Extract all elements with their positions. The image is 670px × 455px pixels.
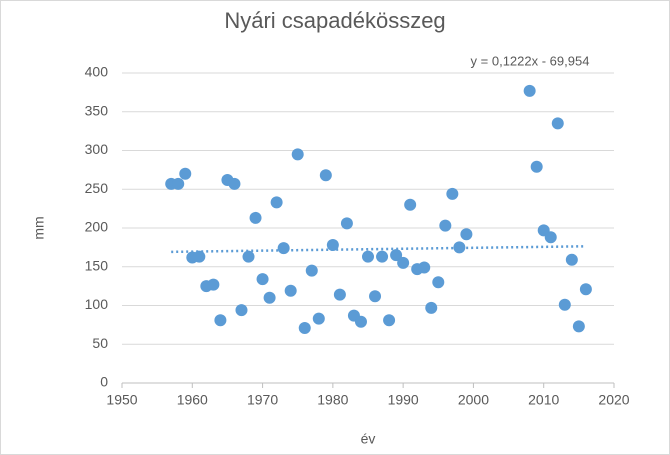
point <box>572 320 585 333</box>
point <box>312 312 325 325</box>
point <box>544 231 557 244</box>
point <box>446 187 459 200</box>
point <box>579 283 592 296</box>
point <box>305 264 318 277</box>
x-tick-label: 2010 <box>528 392 559 408</box>
point <box>333 288 346 301</box>
y-tick-label: 50 <box>92 335 108 351</box>
point <box>354 315 367 328</box>
chart-title: Nyári csapadékösszeg <box>224 8 445 33</box>
x-axis-label: év <box>361 431 376 447</box>
point <box>565 253 578 266</box>
point <box>558 298 571 311</box>
point <box>263 291 276 304</box>
point <box>298 321 311 334</box>
trendline <box>171 245 586 254</box>
x-tick-label: 1970 <box>247 392 278 408</box>
trendline-label: y = 0,1222x - 69,954 <box>471 53 590 68</box>
point <box>284 284 297 297</box>
point <box>249 211 262 224</box>
point <box>397 256 410 269</box>
point <box>179 167 192 180</box>
x-tick-label: 1990 <box>388 392 419 408</box>
point <box>551 117 564 130</box>
point <box>319 169 332 182</box>
y-tick-label: 0 <box>100 374 108 390</box>
point <box>418 261 431 274</box>
point <box>228 177 241 190</box>
x-tick-label: 2000 <box>458 392 489 408</box>
y-tick-label: 200 <box>85 219 109 235</box>
point <box>340 217 353 230</box>
point <box>362 250 374 263</box>
point <box>277 242 290 255</box>
point <box>207 278 220 291</box>
point <box>291 148 304 161</box>
point <box>432 276 445 289</box>
y-tick-label: 400 <box>85 64 109 80</box>
y-tick-label: 150 <box>85 257 109 273</box>
point <box>369 290 382 303</box>
point <box>172 177 185 190</box>
point <box>390 249 403 262</box>
x-tick-label: 1950 <box>106 392 137 408</box>
x-tick-label: 1960 <box>177 392 208 408</box>
point <box>326 239 339 252</box>
point <box>530 160 543 173</box>
x-tick-label: 2020 <box>598 392 629 408</box>
point <box>425 301 438 314</box>
point <box>523 84 536 97</box>
point <box>404 198 417 211</box>
point <box>235 304 248 317</box>
point <box>453 241 466 254</box>
y-tick-label: 100 <box>85 296 109 312</box>
x-tick-label: 1980 <box>317 392 348 408</box>
y-tick-label: 300 <box>85 141 109 157</box>
point <box>270 196 283 209</box>
point <box>256 273 269 286</box>
point <box>242 250 255 263</box>
point <box>460 228 473 241</box>
y-tick-label: 250 <box>85 180 109 196</box>
point <box>376 250 389 263</box>
point <box>383 314 396 327</box>
point <box>214 314 227 327</box>
y-tick-label: 350 <box>85 102 109 118</box>
point <box>439 219 452 232</box>
y-axis-label: mm <box>31 216 47 239</box>
point <box>193 250 206 263</box>
